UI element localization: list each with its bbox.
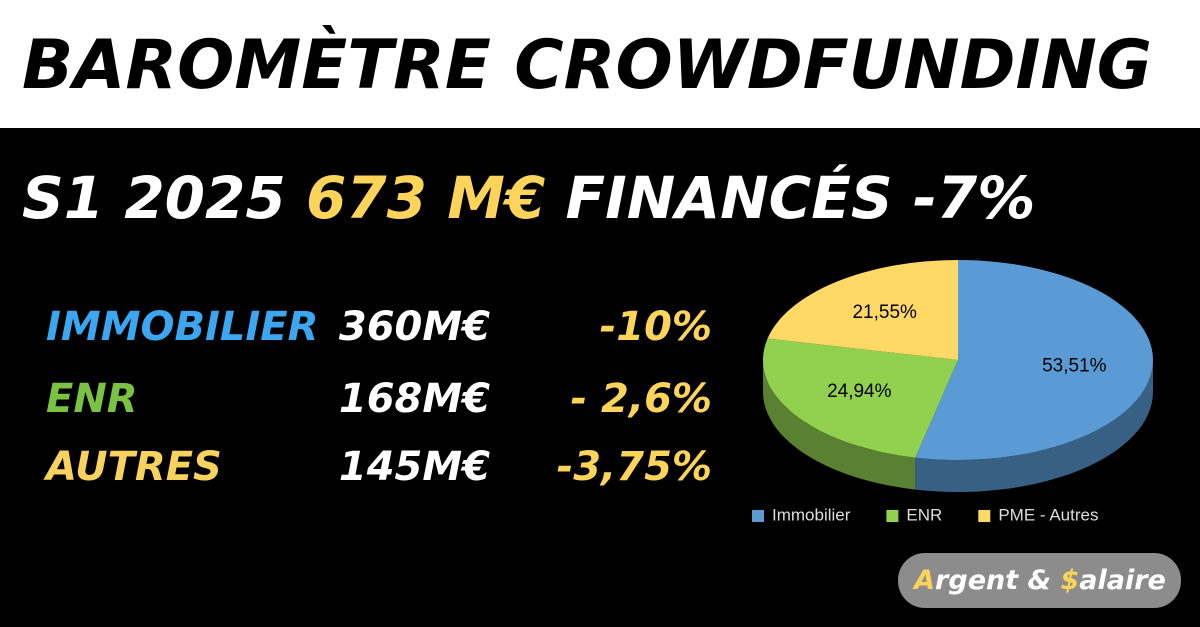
pie-slice <box>767 260 958 360</box>
row-amount: 360M€ <box>339 304 490 350</box>
brand: Argent & $alaire <box>912 565 1166 596</box>
brand-part: $ <box>1060 565 1079 596</box>
headline-amount: 673 M€ <box>306 164 545 232</box>
legend-label: ENR <box>906 505 942 524</box>
row-amount: 168M€ <box>339 376 490 422</box>
row-amount: 145M€ <box>339 444 490 490</box>
pie-side <box>762 360 916 490</box>
brand-part: A <box>912 565 935 596</box>
data-label: 24,94% <box>827 381 892 402</box>
data-label: 53,51% <box>1042 356 1107 377</box>
pie-chart: 53,51% 24,94% 21,55% Immobilier ENR PME - Aut… <box>752 260 1154 524</box>
legend-label: Immobilier <box>772 505 851 524</box>
legend-swatch <box>978 510 991 522</box>
row-label: IMMOBILIER <box>46 304 318 350</box>
row-label: ENR <box>46 376 138 422</box>
data-label: 21,55% <box>852 302 917 323</box>
row-change: - 2,6% <box>571 376 712 422</box>
pie-side <box>915 360 1153 492</box>
title: BAROMÈTRE CROWDFUNDING <box>22 25 1152 105</box>
brand-part: rgent & <box>935 565 1060 596</box>
legend-swatch <box>752 510 764 522</box>
brand-badge <box>898 553 1181 608</box>
headline: S1 2025 673 M€ FINANCÉS -7% <box>22 163 1035 232</box>
pie-slice <box>915 260 1154 460</box>
row-change: -3,75% <box>557 444 712 490</box>
header-band <box>0 0 1200 128</box>
row-label: AUTRES <box>43 444 222 490</box>
headline-period: S1 2025 <box>22 164 286 232</box>
brand-part: alaire <box>1079 565 1166 596</box>
pie-slice <box>763 338 958 458</box>
row-change: -10% <box>600 304 712 350</box>
legend-label: PME - Autres <box>998 505 1098 524</box>
legend-swatch <box>886 510 899 522</box>
headline-rest: FINANCÉS -7% <box>566 163 1036 232</box>
summary-table: IMMOBILIER 360M€ -10% ENR 168M€ - 2,6% AUTRES 1… <box>43 304 712 490</box>
